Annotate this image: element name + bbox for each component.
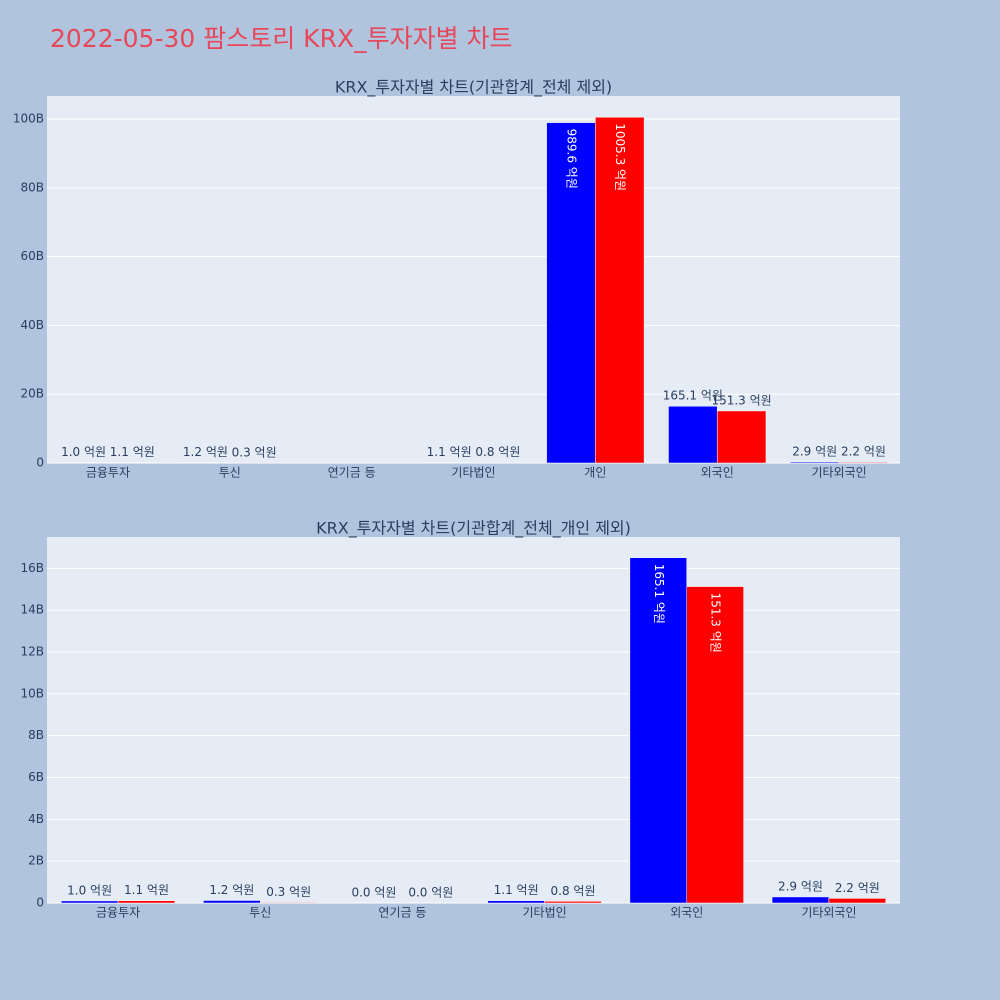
plot-area xyxy=(47,96,900,463)
y-tick-label: 2B xyxy=(28,854,44,868)
y-tick-label: 10B xyxy=(20,686,44,700)
y-tick-label: 6B xyxy=(28,770,44,784)
bar xyxy=(260,902,318,904)
x-tick-label: 투신 xyxy=(249,906,271,920)
value-label: 165.1 억원 xyxy=(663,389,723,403)
value-label: 165.1 억원 xyxy=(652,564,666,624)
x-tick-label: 연기금 등 xyxy=(378,906,426,920)
value-label: 1.1 억원 xyxy=(494,883,539,897)
value-label: 2.9 억원 xyxy=(792,445,837,459)
value-label: 1.1 억원 xyxy=(124,883,169,897)
value-label: 2.9 억원 xyxy=(778,879,823,893)
x-tick-label: 외국인 xyxy=(670,906,703,920)
value-label: 2.2 억원 xyxy=(835,881,880,895)
y-tick-label: 40B xyxy=(20,318,44,332)
value-label: 1.1 억원 xyxy=(427,445,472,459)
bar xyxy=(544,901,602,904)
bar xyxy=(838,461,889,464)
bar xyxy=(828,898,887,904)
bar xyxy=(487,900,545,904)
chart-title: KRX_투자자별 차트(기관합계_전체 제외) xyxy=(335,78,612,98)
value-label: 0.8 억원 xyxy=(475,445,520,459)
y-tick-label: 12B xyxy=(20,645,44,659)
value-label: 989.6 억원 xyxy=(564,129,578,189)
y-tick-label: 20B xyxy=(20,387,44,401)
bar xyxy=(716,410,767,464)
y-tick-label: 60B xyxy=(20,249,44,263)
y-tick-label: 16B xyxy=(20,561,44,575)
x-tick-label: 기타외국인 xyxy=(801,906,856,920)
value-label: 0.0 억원 xyxy=(408,886,453,900)
x-tick-label: 외국인 xyxy=(701,466,734,480)
x-tick-label: 금융투자 xyxy=(86,466,130,480)
value-label: 1.0 억원 xyxy=(61,445,106,459)
plot-area xyxy=(47,537,900,903)
value-label: 1.0 억원 xyxy=(67,883,112,897)
y-tick-label: 4B xyxy=(28,812,44,826)
value-label: 2.2 억원 xyxy=(841,445,886,459)
y-tick-label: 80B xyxy=(20,180,44,194)
value-label: 1.2 억원 xyxy=(209,883,254,897)
bar xyxy=(686,586,744,904)
value-label: 0.3 억원 xyxy=(232,445,277,459)
bar xyxy=(790,461,840,464)
bar xyxy=(203,900,261,904)
y-tick-label: 0 xyxy=(36,456,44,470)
value-label: 0.8 억원 xyxy=(551,884,596,898)
value-label: 151.3 억원 xyxy=(711,393,771,407)
y-tick-label: 8B xyxy=(28,728,44,742)
bar xyxy=(117,900,176,904)
bar xyxy=(60,900,119,904)
bar xyxy=(595,116,645,464)
chart-title: KRX_투자자별 차트(기관합계_전체_개인 제외) xyxy=(316,519,631,539)
x-tick-label: 개인 xyxy=(584,466,606,480)
x-tick-label: 기타법인 xyxy=(522,906,566,920)
value-label: 0.0 억원 xyxy=(351,886,396,900)
y-tick-label: 14B xyxy=(20,603,44,617)
bar xyxy=(771,896,830,904)
value-label: 0.3 억원 xyxy=(266,885,311,899)
x-tick-label: 기타법인 xyxy=(451,466,495,480)
page-title: 2022-05-30 팜스토리 KRX_투자자별 차트 xyxy=(50,24,513,53)
x-tick-label: 투신 xyxy=(219,466,241,480)
value-label: 151.3 억원 xyxy=(709,593,723,653)
value-label: 1.1 억원 xyxy=(110,445,155,459)
x-tick-label: 연기금 등 xyxy=(328,466,376,480)
x-tick-label: 기타외국인 xyxy=(811,466,866,480)
value-label: 1.2 억원 xyxy=(183,445,228,459)
y-tick-label: 100B xyxy=(13,112,44,126)
bar xyxy=(668,405,718,464)
x-tick-label: 금융투자 xyxy=(96,906,140,920)
y-tick-label: 0 xyxy=(36,896,44,910)
value-label: 1005.3 억원 xyxy=(613,123,627,191)
bar xyxy=(629,557,688,904)
